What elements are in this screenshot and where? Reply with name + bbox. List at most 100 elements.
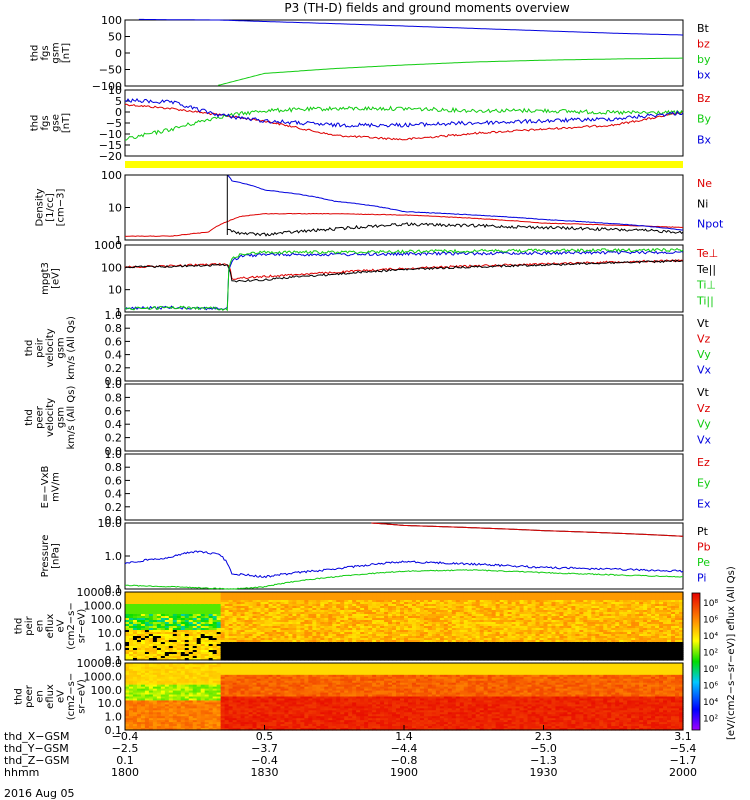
spec-cell [559,604,565,607]
spec-cell [643,658,648,661]
spec-cell [679,608,684,611]
spec-cell [475,640,481,643]
spec-cell [192,644,198,647]
spec-cell [152,638,158,641]
spec-cell [360,646,365,649]
spec-cell [555,598,561,601]
spec-cell [228,610,234,613]
spec-cell [248,594,254,597]
spec-cell [404,606,409,609]
spec-cell [368,620,373,623]
spec-cell [180,632,186,635]
spec-cell [125,646,130,649]
spec-cell [196,602,202,605]
spec-cell [184,634,190,637]
spec-cell [168,604,174,607]
spec-cell [168,654,174,657]
spec-cell [679,602,684,605]
spec-cell [471,620,477,623]
spec-cell [623,650,628,653]
y-axis-label: thd peer velocity gsm km/s (All Qs) [24,386,77,450]
spec-cell [188,612,194,615]
spec-cell [679,646,684,649]
spec-cell [180,656,186,659]
spec-cell [244,596,250,599]
spec-cell [643,620,648,623]
spec-cell [276,642,282,645]
spec-cell [352,652,357,655]
spec-cell [180,620,186,623]
spec-cell [591,658,596,661]
spec-cell [160,650,166,653]
spec-cell [388,634,393,637]
spec-cell [619,640,624,643]
spec-cell [547,624,553,627]
spec-cell [411,612,417,615]
spec-cell [148,608,154,611]
spec-cell [415,606,421,609]
spec-cell [407,650,413,653]
spec-cell [475,628,481,631]
spec-cell [675,642,680,645]
spec-cell [288,604,293,607]
spec-cell [623,622,628,625]
spec-cell [535,652,541,655]
spec-cell [368,622,373,625]
spec-cell [352,610,357,613]
spec-cell [463,596,469,599]
spec-cell [204,606,210,609]
spec-cell [583,596,588,599]
y-axis-label-line: gse [50,114,61,132]
spec-cell [471,630,477,633]
spec-cell [244,642,250,645]
spec-cell [136,614,142,617]
spec-cell [136,628,142,631]
spec-cell [655,632,660,635]
spec-cell [479,608,485,611]
spec-cell [172,606,178,609]
spec-cell [164,620,170,623]
spec-cell [599,618,604,621]
spec-cell [435,602,441,605]
spec-cell [288,648,293,651]
spec-cell [288,602,293,605]
spec-cell [236,610,242,613]
spec-cell [356,640,361,643]
spec-cell [667,628,672,631]
spec-cell [639,620,644,623]
spec-cell [567,610,572,613]
spec-cell [180,622,186,625]
spec-cell [411,648,417,651]
spec-cell [595,624,600,627]
spec-cell [288,598,293,601]
spec-cell [567,618,572,621]
spec-cell [268,644,274,647]
spec-cell [388,630,393,633]
spec-cell [535,604,541,607]
spec-cell [579,592,584,595]
spec-cell [272,654,278,657]
spec-cell [224,610,230,613]
spec-cell [252,646,258,649]
spec-cell [471,634,477,637]
spec-cell [224,646,230,649]
spec-cell [535,644,541,647]
spec-cell [623,626,628,629]
spec-cell [288,592,293,595]
spec-cell [455,642,461,645]
spec-cell [571,602,576,605]
spec-cell [599,630,604,633]
spec-cell [459,636,465,639]
spec-cell [647,618,652,621]
spec-cell [260,642,266,645]
spec-cell [184,610,190,613]
spec-cell [156,628,162,631]
spec-cell [651,612,656,615]
spec-cell [619,642,624,645]
spec-cell [543,656,549,659]
spec-cell [527,638,533,641]
spec-cell [667,602,672,605]
spec-cell [563,652,569,655]
spec-cell [407,626,413,629]
spec-cell [404,638,409,641]
